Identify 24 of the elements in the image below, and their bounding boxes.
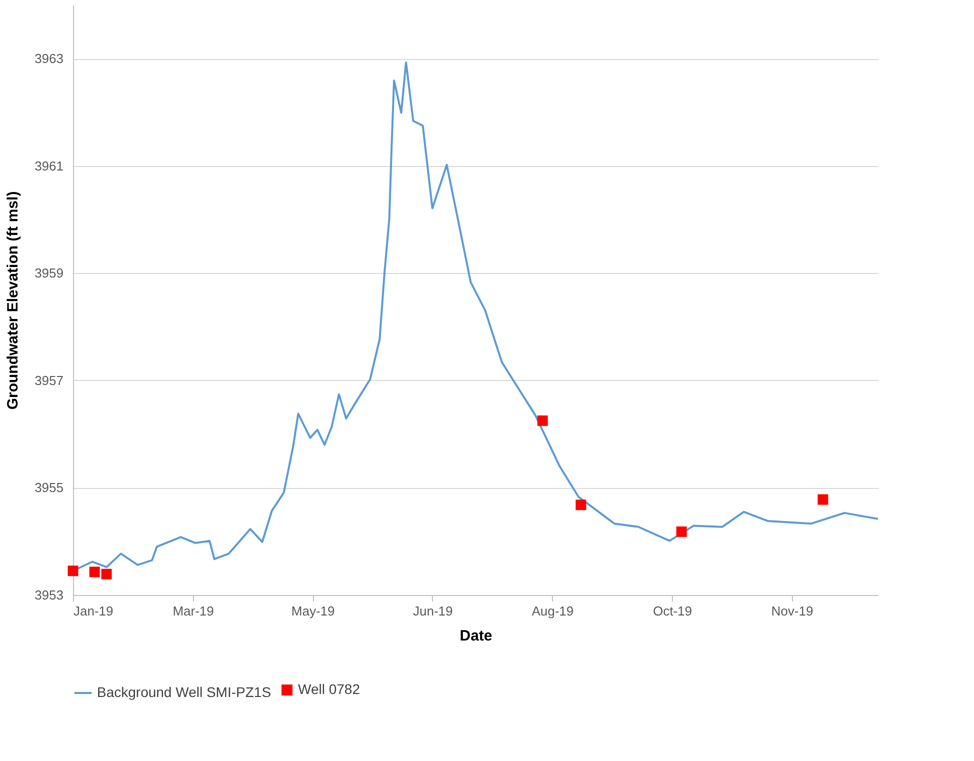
y-tick-label: 3961 — [34, 158, 64, 174]
x-axis-title: Date — [460, 628, 492, 644]
x-tick-label: Oct-19 — [652, 604, 692, 618]
y-tick-label: 3955 — [34, 480, 64, 496]
y-tick-label: 3957 — [34, 372, 64, 388]
y-tick-label: 3959 — [34, 266, 64, 281]
x-tick-label: May-19 — [291, 604, 335, 618]
point — [576, 500, 586, 510]
point — [676, 526, 687, 537]
x-tick-label: Jun-19 — [413, 604, 453, 618]
x-tick-label: Jan-19 — [74, 604, 114, 618]
x-tick-label: Aug-19 — [532, 604, 574, 618]
point — [818, 494, 828, 505]
point — [537, 415, 548, 426]
x-tick-label: Mar-19 — [172, 604, 214, 618]
y-tick-label: 3963 — [34, 51, 64, 66]
legend-label: Well 0782 — [298, 681, 360, 697]
point — [68, 566, 78, 576]
y-tick-label: 3953 — [34, 588, 64, 602]
y-axis-title: Groundwater Elevation (ft msl) — [4, 191, 22, 410]
point — [89, 566, 100, 578]
legend-label: Background Well SMI-PZ1S — [97, 684, 272, 700]
point — [101, 568, 112, 580]
x-tick-label: Nov-19 — [771, 604, 814, 618]
